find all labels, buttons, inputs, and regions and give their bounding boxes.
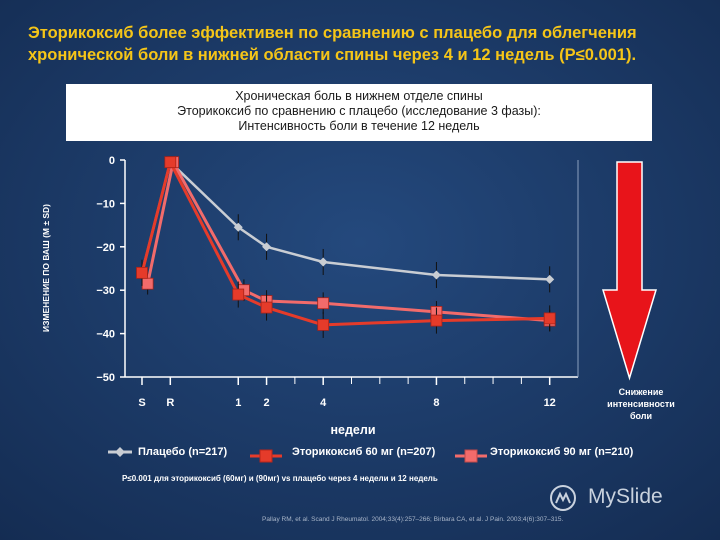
- legend-marker-etori60: [250, 449, 282, 463]
- x-tick-label: 2: [264, 397, 270, 409]
- series-placebo: [137, 157, 555, 293]
- brand-logo: MySlide: [588, 485, 663, 508]
- x-axis-label: недели: [330, 423, 375, 437]
- x-tick-label: 12: [544, 397, 556, 409]
- arrow-label-line-3: боли: [629, 411, 653, 421]
- data-point: [318, 257, 328, 267]
- data-point: [232, 288, 245, 301]
- y-tick-label: −20: [96, 242, 115, 254]
- data-point: [317, 297, 330, 310]
- data-point: [164, 156, 177, 169]
- x-tick-label: 4: [320, 397, 327, 409]
- data-point: [317, 319, 330, 331]
- data-point: [262, 242, 272, 252]
- down-arrow-icon: [601, 161, 658, 381]
- arrow-label-line-1: Снижение: [618, 387, 664, 397]
- legend-label-etori60: Эторикоксиб 60 мг (n=207): [292, 446, 436, 458]
- data-point: [431, 270, 441, 280]
- data-point: [233, 222, 243, 232]
- series-line-placebo: [140, 160, 550, 281]
- series-line-etori90: [146, 160, 550, 323]
- series-etori90: [141, 156, 556, 332]
- legend-marker-placebo: [108, 447, 132, 457]
- slide-title: Эторикоксиб более эффективен по сравнени…: [28, 24, 637, 64]
- x-tick-label: 1: [235, 397, 241, 409]
- chart-header-line-1: Хроническая боль в нижнем отделе спины: [235, 89, 483, 103]
- data-point: [430, 314, 443, 327]
- data-point: [136, 266, 148, 279]
- data-point: [545, 274, 555, 284]
- series-etori60: [136, 156, 556, 338]
- myslide-logo-icon: [550, 485, 576, 511]
- data-point: [543, 312, 556, 325]
- series-line-etori60: [140, 160, 550, 327]
- data-point: [260, 301, 273, 314]
- y-tick-label: −40: [96, 329, 115, 341]
- footnote: P≤0.001 для эторикоксиб (60мг) и (90мг) …: [122, 474, 438, 483]
- legend-label-placebo: Плацебо (n=217): [138, 446, 228, 458]
- y-axis-label: ИЗМЕНЕНИЕ ПО ВАШ (M ± SD): [41, 204, 51, 332]
- chart-header-line-3: Интенсивность боли в течение 12 недель: [238, 119, 480, 133]
- legend-label-etori90: Эторикоксиб 90 мг (n=210): [490, 446, 634, 458]
- data-point: [141, 277, 154, 290]
- x-tick-label: 8: [433, 397, 439, 409]
- reference-citation: Pallay RM, et al. Scand J Rheumatol. 200…: [262, 516, 564, 523]
- chart-header-line-2: Эторикоксиб по сравнению с плацебо (иссл…: [177, 104, 541, 118]
- arrow-label-line-2: интенсивности: [607, 399, 675, 409]
- arrow-label: Снижение интенсивности боли: [593, 386, 689, 422]
- y-tick-label: −10: [96, 198, 115, 210]
- legend-marker-etori90: [455, 449, 487, 463]
- y-tick-label: 0: [109, 155, 115, 167]
- y-tick-label: −30: [96, 285, 115, 297]
- y-tick-label: −50: [96, 372, 115, 384]
- x-tick-label: S: [138, 397, 145, 409]
- x-tick-label: R: [166, 397, 174, 409]
- chart-header-box: Хроническая боль в нижнем отделе спины Э…: [66, 84, 652, 141]
